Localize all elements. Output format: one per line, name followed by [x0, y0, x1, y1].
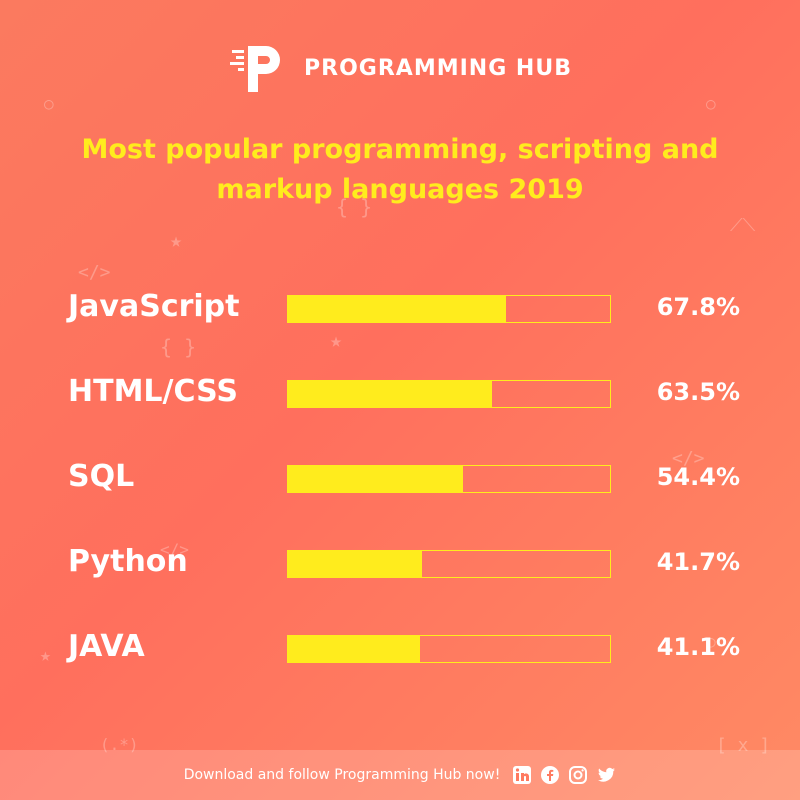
category-label: JavaScript	[68, 289, 240, 324]
social-links	[512, 765, 616, 785]
category-label: JAVA	[68, 629, 145, 664]
linkedin-icon[interactable]	[512, 765, 532, 785]
chart-title: Most popular programming, scripting and …	[81, 134, 719, 205]
value-label: 41.7%	[656, 548, 740, 576]
value-label: 41.1%	[656, 633, 740, 661]
footer-text: Download and follow Programming Hub now!	[183, 767, 501, 783]
brand-logo: PROGRAMMING HUB	[0, 36, 800, 100]
value-label: 54.4%	[656, 463, 740, 491]
category-label: HTML/CSS	[68, 374, 238, 409]
bar	[288, 466, 463, 492]
bar-track	[287, 295, 611, 323]
footer-bar: Download and follow Programming Hub now!	[0, 750, 800, 800]
twitter-icon[interactable]	[596, 765, 616, 785]
bar-track	[287, 380, 611, 408]
bar	[288, 551, 422, 577]
bar	[288, 636, 420, 662]
category-label: SQL	[68, 459, 135, 494]
bar-track	[287, 550, 611, 578]
instagram-icon[interactable]	[568, 765, 588, 785]
bar-track	[287, 465, 611, 493]
bar	[288, 381, 492, 407]
bar	[288, 296, 506, 322]
value-label: 67.8%	[656, 293, 740, 321]
logo-p-icon	[230, 46, 281, 92]
category-label: Python	[68, 544, 188, 579]
value-label: 63.5%	[656, 378, 740, 406]
facebook-icon[interactable]	[540, 765, 560, 785]
bar-track	[287, 635, 611, 663]
brand-name: PROGRAMMING HUB	[304, 55, 572, 81]
